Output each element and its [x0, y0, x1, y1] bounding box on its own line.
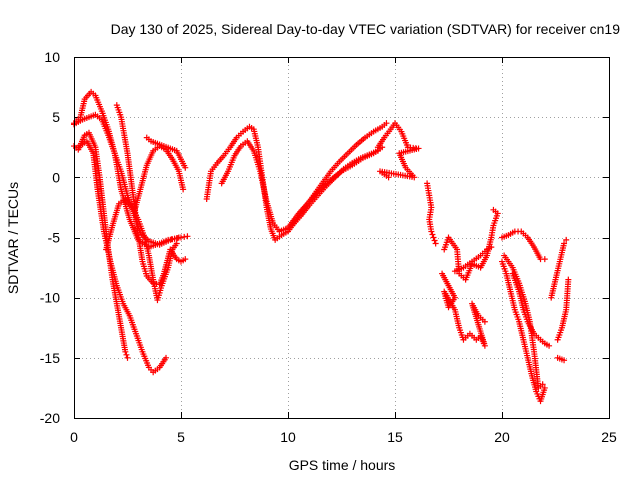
y-axis-label: SDTVAR / TECUs	[5, 182, 21, 294]
data-point-track-u	[563, 236, 570, 243]
data-point-track-m	[430, 234, 437, 241]
data-point-track-c	[123, 351, 130, 358]
data-point-track-u	[565, 276, 572, 283]
data-point-track-r	[541, 384, 548, 391]
data-point-track-a	[181, 233, 188, 240]
data-point-track-l	[385, 174, 392, 181]
data-point-track-m	[432, 240, 439, 247]
data-point-track-u	[561, 240, 568, 247]
data-point-track-d	[163, 354, 170, 361]
data-point-track-n	[481, 318, 488, 325]
y-tick-label: -15	[40, 350, 60, 366]
y-tick-label: 5	[52, 109, 60, 125]
data-point-track-h	[182, 164, 189, 171]
data-point-track-c	[124, 354, 131, 361]
x-tick-label: 5	[177, 429, 185, 445]
data-point-track-c	[122, 348, 129, 355]
x-tick-label: 25	[601, 429, 617, 445]
data-point-track-u	[561, 357, 568, 364]
data-point-track-u	[541, 256, 548, 263]
data-point-track-a	[184, 233, 191, 240]
y-tick-label: -20	[40, 410, 60, 426]
data-point-track-m	[431, 237, 438, 244]
data-point-track-f	[173, 240, 180, 247]
x-tick-label: 0	[70, 429, 78, 445]
data-point-track-e	[182, 256, 189, 263]
data-point-track-i	[383, 120, 390, 127]
x-tick-label: 10	[280, 429, 296, 445]
plot-frame	[74, 57, 610, 419]
data-point-track-p	[488, 244, 495, 251]
data-point-track-o	[490, 206, 497, 213]
y-tick-label: -10	[40, 290, 60, 306]
y-tick-label: 0	[52, 169, 60, 185]
x-axis-label: GPS time / hours	[289, 457, 396, 473]
y-tick-label: 10	[44, 49, 60, 65]
x-tick-label: 15	[387, 429, 403, 445]
data-point-track-m	[429, 231, 436, 238]
data-marks	[71, 88, 572, 405]
ticks: 0 5 10 15 20 25 -20 -15 -10 -5 0 5 10	[40, 49, 617, 445]
data-point-track-b	[175, 234, 182, 241]
data-point-track-t	[546, 342, 553, 349]
x-tick-label: 20	[494, 429, 510, 445]
y-tick-label: -5	[48, 230, 61, 246]
data-point-track-m	[428, 228, 435, 235]
data-point-track-s	[539, 381, 546, 388]
data-point-track-g	[180, 186, 187, 193]
chart-title: Day 130 of 2025, Sidereal Day-to-day VTE…	[111, 21, 621, 37]
